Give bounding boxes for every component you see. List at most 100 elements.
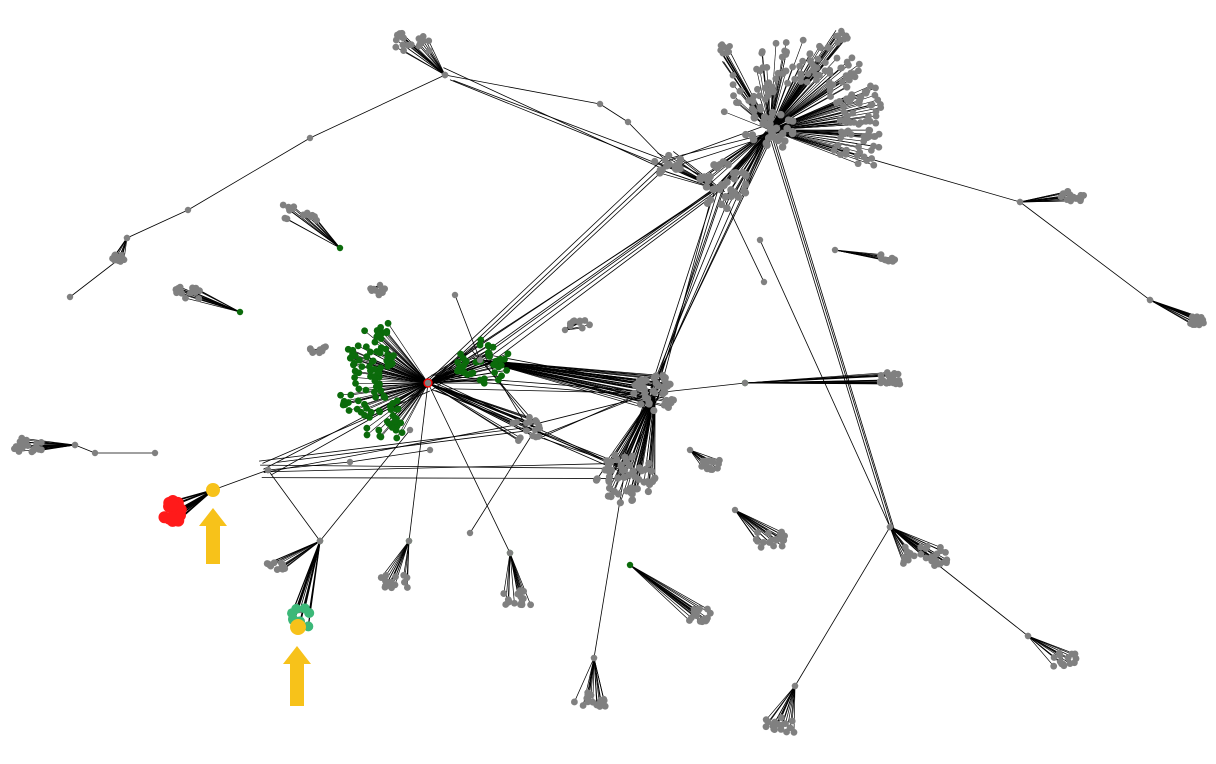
graph-node: [1189, 315, 1196, 323]
graph-node: [703, 199, 712, 208]
edge: [74, 444, 96, 454]
edge: [175, 289, 241, 313]
edge: [734, 509, 785, 537]
edge: [629, 564, 692, 619]
graph-node: [754, 529, 761, 536]
graph-node: [184, 206, 192, 214]
graph-node: [860, 153, 868, 161]
graph-node: [863, 87, 871, 95]
graph-node: [843, 112, 851, 120]
graph-node: [416, 40, 424, 48]
graph-node: [759, 539, 767, 546]
graph-node: [783, 124, 791, 133]
graph-node: [120, 256, 128, 264]
edge: [185, 297, 241, 313]
graph-node: [650, 406, 658, 415]
graph-node: [362, 343, 370, 351]
edge: [371, 382, 429, 413]
graph-node: [15, 448, 23, 455]
graph-node: [857, 119, 864, 127]
graph-node: [706, 609, 714, 617]
graph-node: [1146, 296, 1154, 304]
graph-node: [642, 465, 650, 473]
graph-node: [375, 407, 383, 415]
graph-node: [290, 619, 306, 635]
graph-node: [406, 426, 414, 434]
graph-node: [895, 377, 903, 384]
graph-node: [665, 151, 673, 160]
graph-node: [279, 201, 287, 209]
graph-node: [777, 726, 785, 733]
edge: [634, 392, 656, 477]
graph-node: [380, 392, 388, 400]
graph-node: [593, 701, 601, 709]
graph-node: [782, 39, 790, 46]
edge: [427, 382, 521, 439]
graph-node: [1050, 662, 1058, 670]
edge: [769, 67, 841, 131]
edge: [834, 249, 882, 255]
graph-node: [723, 204, 731, 213]
graph-node: [756, 103, 764, 111]
graph-node: [827, 93, 834, 100]
graph-node: [371, 338, 379, 346]
graph-node: [460, 361, 468, 369]
graph-node: [358, 363, 366, 371]
edge: [773, 136, 897, 536]
graph-node: [721, 192, 730, 201]
graph-node: [346, 458, 354, 466]
edge: [379, 372, 429, 384]
graph-node: [504, 350, 512, 358]
edge: [400, 382, 429, 424]
graph-node: [855, 100, 863, 107]
edge: [366, 382, 429, 409]
graph-node: [883, 379, 890, 387]
graph-node: [71, 441, 79, 449]
graph-node: [373, 348, 381, 355]
edge: [199, 290, 241, 313]
graph-node: [610, 487, 618, 496]
edge: [352, 356, 429, 384]
graph-node: [621, 473, 629, 481]
graph-node: [799, 57, 807, 65]
graph-node: [870, 142, 877, 150]
graph-node: [1067, 197, 1075, 205]
graph-node: [370, 285, 378, 293]
graph-node: [826, 70, 834, 77]
graph-node: [454, 358, 462, 366]
edge: [479, 359, 642, 388]
edge: [262, 462, 626, 473]
graph-node: [723, 48, 730, 56]
graph-node: [754, 537, 761, 545]
graph-node: [922, 554, 930, 562]
graph-node: [826, 86, 834, 94]
graph-node: [726, 42, 733, 50]
edge: [295, 540, 321, 610]
edge: [374, 380, 429, 384]
graph-node: [843, 58, 851, 66]
edge: [537, 387, 663, 438]
graph-node: [702, 617, 710, 625]
graph-node: [782, 51, 790, 58]
graph-node: [466, 529, 474, 537]
edge: [613, 392, 656, 492]
edge: [479, 359, 648, 399]
graph-node: [764, 80, 771, 88]
graph-node: [424, 379, 432, 387]
edge: [41, 442, 76, 446]
edge: [427, 382, 517, 423]
graph-node: [1055, 649, 1063, 657]
graph-node: [788, 127, 797, 136]
graph-node: [860, 137, 868, 145]
edge: [353, 364, 429, 384]
graph-node: [570, 317, 578, 325]
edge: [719, 189, 765, 283]
graph-node: [745, 97, 753, 104]
graph-node: [676, 155, 684, 163]
graph-node: [762, 139, 771, 147]
graph-node: [355, 369, 363, 377]
graph-node: [403, 584, 411, 591]
graph-node: [354, 342, 362, 350]
graph-node: [151, 449, 159, 457]
graph-node: [392, 43, 400, 51]
